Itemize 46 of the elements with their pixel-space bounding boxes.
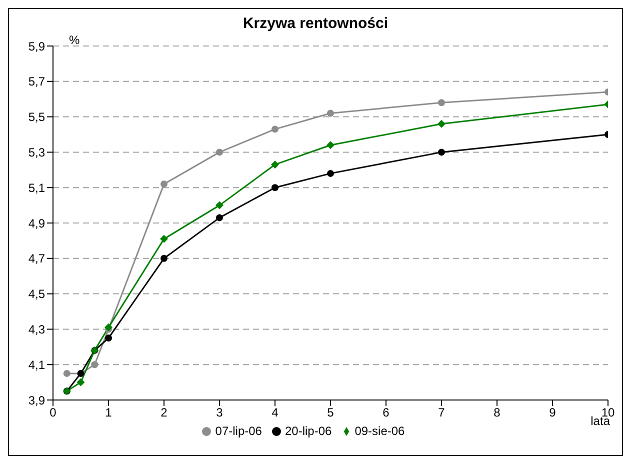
point bbox=[272, 126, 278, 133]
y-tick-label: 5,9 bbox=[28, 39, 46, 54]
y-tick-label: 4,5 bbox=[28, 287, 46, 302]
x-tick-label: 7 bbox=[438, 406, 446, 420]
point bbox=[160, 180, 168, 188]
point bbox=[438, 99, 445, 106]
x-tick-label: 9 bbox=[549, 406, 556, 420]
point bbox=[216, 201, 224, 210]
x-tick-label: 0 bbox=[50, 406, 57, 420]
point bbox=[91, 361, 98, 368]
point bbox=[438, 148, 445, 156]
y-tick-label: 5,3 bbox=[28, 145, 46, 160]
y-axis-title: % bbox=[69, 33, 80, 47]
point bbox=[63, 370, 70, 377]
point bbox=[327, 170, 334, 177]
point bbox=[326, 141, 334, 150]
y-tick-label: 4,7 bbox=[28, 252, 46, 266]
y-tick-label: 4,9 bbox=[28, 216, 46, 230]
y-tick-label: 3,9 bbox=[28, 393, 46, 408]
point bbox=[216, 148, 223, 156]
y-tick-label: 5,1 bbox=[28, 180, 46, 195]
point bbox=[327, 110, 334, 117]
y-tick-label: 4,3 bbox=[28, 322, 46, 336]
point bbox=[160, 254, 168, 262]
chart-title: Krzywa rentowności bbox=[242, 14, 390, 32]
point bbox=[271, 160, 279, 169]
legend-label: 09-sie-06 bbox=[354, 424, 405, 438]
point bbox=[104, 323, 112, 332]
x-tick-label: 5 bbox=[327, 406, 334, 420]
point bbox=[76, 378, 85, 386]
y-tick-label: 5,7 bbox=[28, 74, 46, 89]
x-tick-label: 6 bbox=[382, 406, 390, 420]
point bbox=[160, 234, 168, 243]
x-tick-label: 1 bbox=[105, 406, 112, 420]
legend-label: 20-lip-06 bbox=[284, 424, 332, 438]
y-tick-label: 4,1 bbox=[28, 358, 46, 372]
x-tick-label: 8 bbox=[494, 406, 501, 420]
x-tick-label: 4 bbox=[272, 406, 279, 420]
y-tick-label: 5,5 bbox=[28, 110, 46, 124]
point bbox=[105, 334, 112, 342]
x-tick-label: 2 bbox=[160, 406, 168, 420]
point bbox=[438, 120, 446, 128]
legend-label: 07-lip-06 bbox=[215, 424, 262, 438]
point bbox=[216, 214, 223, 222]
x-tick-label: 3 bbox=[216, 406, 224, 420]
point bbox=[272, 184, 278, 192]
